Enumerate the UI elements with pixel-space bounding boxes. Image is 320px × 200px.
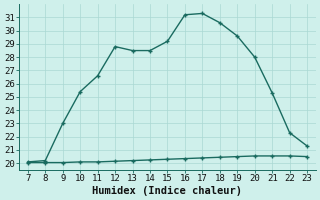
X-axis label: Humidex (Indice chaleur): Humidex (Indice chaleur) (92, 186, 243, 196)
